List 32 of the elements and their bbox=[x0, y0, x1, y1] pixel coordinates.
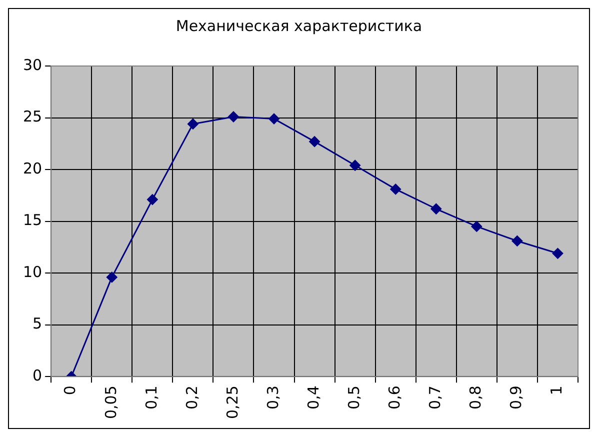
point bbox=[146, 194, 158, 206]
x-tick-label: 0,3 bbox=[264, 386, 282, 410]
x-tick-label: 0,6 bbox=[386, 386, 404, 410]
point bbox=[350, 160, 361, 171]
point bbox=[187, 118, 198, 130]
point bbox=[228, 111, 239, 122]
y-tick-label: 5 bbox=[32, 314, 42, 333]
x-tick-label: 0,9 bbox=[507, 386, 526, 410]
x-tick-label: 0,4 bbox=[304, 386, 322, 410]
y-tick-label: 30 bbox=[22, 56, 42, 74]
x-tick-label: 0 bbox=[61, 386, 80, 396]
x-tick-label: 1 bbox=[548, 386, 566, 396]
point bbox=[268, 113, 280, 124]
y-tick-label: 10 bbox=[22, 262, 42, 281]
x-tick-label: 0,1 bbox=[142, 386, 160, 410]
y-tick-label: 20 bbox=[22, 159, 42, 178]
point bbox=[390, 184, 402, 195]
x-tick-label: 0,8 bbox=[466, 386, 485, 410]
x-tick-label: 0,5 bbox=[344, 386, 363, 410]
point bbox=[471, 220, 482, 232]
y-tick-label: 25 bbox=[22, 108, 42, 126]
x-tick-label: 0,2 bbox=[182, 386, 201, 410]
point bbox=[552, 248, 564, 259]
y-tick-label: 15 bbox=[22, 211, 42, 230]
x-tick-label: 0,7 bbox=[426, 386, 444, 410]
x-tick-label: 0,25 bbox=[223, 386, 242, 420]
point bbox=[309, 136, 320, 148]
point bbox=[106, 272, 118, 283]
chart-title: Механическая характеристика bbox=[176, 16, 422, 35]
point bbox=[512, 235, 523, 246]
x-tick-label: 0,05 bbox=[102, 386, 120, 420]
point bbox=[430, 203, 442, 214]
